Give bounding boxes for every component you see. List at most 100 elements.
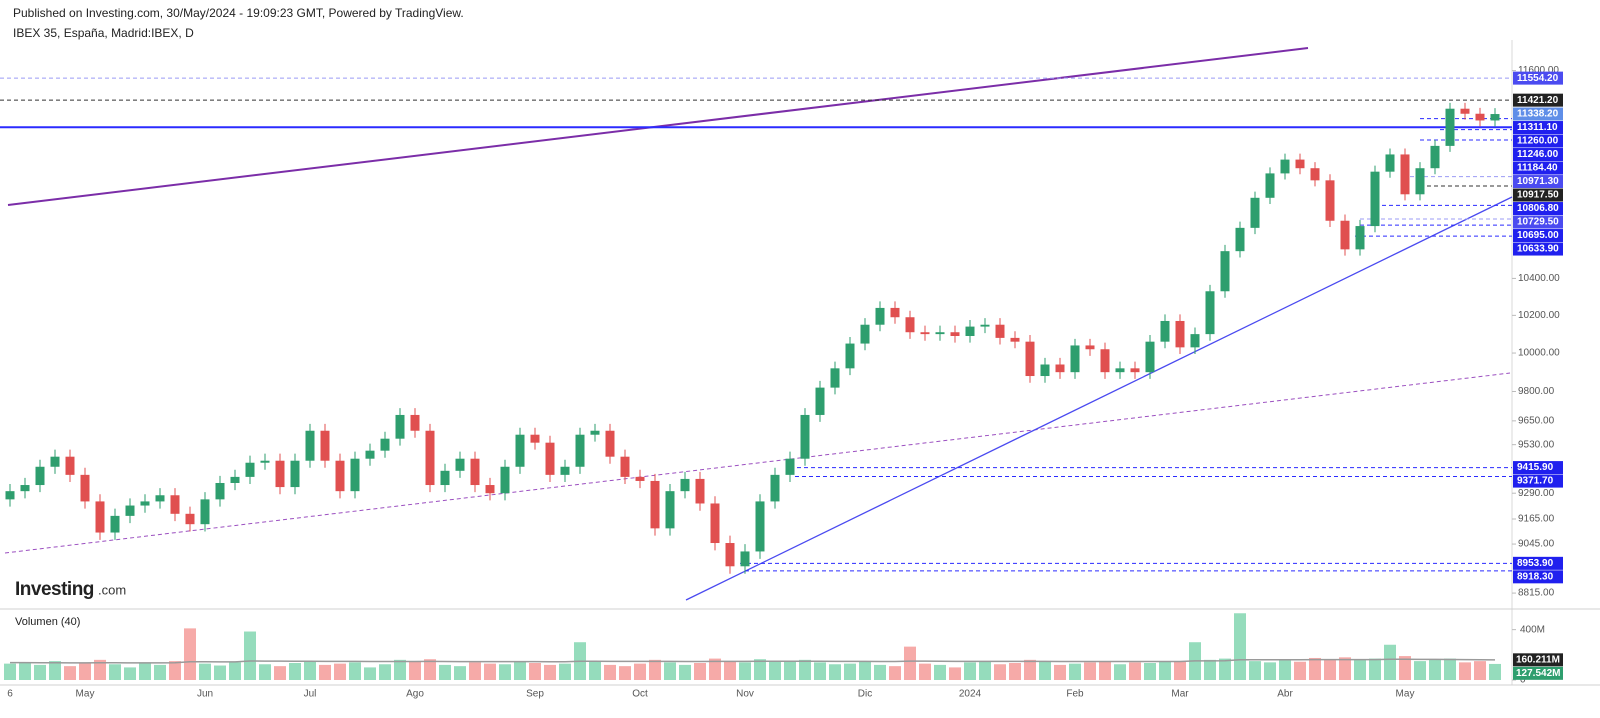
volume-label: 127.542M [1516,668,1560,679]
volume-bar [1279,659,1291,680]
candle-body [1370,171,1380,227]
volume-bar [799,659,811,680]
volume-bar [619,666,631,680]
price-label-box [1513,242,1563,256]
volume-bar [64,666,76,680]
volume-bar [214,665,226,680]
volume-bar [754,659,766,680]
candle-body [125,505,135,516]
volume-bar [1309,657,1321,680]
volume-bar [1264,662,1276,680]
candle-body [350,458,360,492]
x-tick-label: 2024 [959,689,982,700]
y-tick-label: 11600.00 [1518,65,1559,76]
candle-body [1115,368,1125,373]
volume-ma-label: 160.211M [1516,654,1560,665]
volume-bar [499,664,511,680]
volume-bar [154,664,166,680]
price-label: 11184.40 [1517,163,1558,174]
candle-body [1310,168,1320,181]
x-tick-label: Ago [406,689,424,700]
volume-bar [949,667,961,680]
candle-body [1205,291,1215,335]
volume-bar [544,664,556,680]
candle-body [1265,173,1275,198]
candle-body [995,324,1005,338]
volume-bar [784,661,796,680]
candle-body [1235,227,1245,252]
candle-body [1355,226,1365,250]
volume-tick-label: 400M [1520,624,1545,635]
price-label: 10695.00 [1517,230,1559,241]
volume-bar [994,664,1006,680]
candle-body [380,438,390,451]
price-label: 10633.90 [1517,244,1559,255]
volume-bar [859,661,871,680]
price-label-box [1513,175,1563,189]
volume-bar [1354,659,1366,680]
volume-bar [1369,658,1381,680]
symbol-title: IBEX 35, España, Madrid:IBEX, D [13,26,194,40]
volume-bar [1249,661,1261,680]
logo-suffix: .com [98,582,126,597]
volume-bar [664,662,676,680]
candle-body [845,343,855,369]
price-label: 8953.90 [1517,558,1554,569]
volume-bar [724,661,736,680]
candle-body [455,458,465,471]
price-label: 10971.30 [1517,176,1559,187]
candle-body [1025,341,1035,377]
x-tick-label: Oct [632,689,648,700]
candle-body [1280,159,1290,174]
candle-body [1400,154,1410,195]
y-tick-label: 10000.00 [1518,348,1560,359]
volume-bar [319,664,331,680]
candle-body [635,476,645,481]
candle-body [170,495,180,514]
volume-bar [739,662,751,680]
candle-body [1415,168,1425,195]
candle-body [80,474,90,502]
candle-body [695,478,705,504]
x-tick-label: 6 [7,689,13,700]
volume-bar [1414,661,1426,680]
candle-body [890,307,900,318]
price-label: 11260.00 [1517,136,1559,147]
price-label: 9371.70 [1517,476,1554,487]
trend-line [685,196,1513,601]
candle-body [770,474,780,502]
volume-bar [679,664,691,680]
price-label: 11311.10 [1517,122,1558,133]
volume-bar [229,662,241,680]
volume-bar [1114,664,1126,680]
candle-body [320,430,330,461]
candle-body [860,324,870,344]
candle-body [305,430,315,461]
volume-bar [409,661,421,680]
volume-bar [1339,657,1351,680]
volume-bar [919,663,931,680]
candle-body [140,501,150,506]
candle-body [1055,364,1065,373]
y-tick-label: 9650.00 [1518,415,1555,426]
volume-bar [814,662,826,680]
volume-bar [1099,661,1111,680]
candle-body [725,543,735,567]
candle-body [920,332,930,335]
candle-body [500,466,510,494]
price-label: 9415.90 [1517,462,1554,473]
candle-body [665,491,675,529]
volume-box [1513,666,1563,680]
volume-bar [559,663,571,680]
y-tick-label: 9530.00 [1518,439,1555,450]
volume-bar [1219,658,1231,680]
volume-bar [514,661,526,680]
candle-body [35,466,45,486]
candle-body [1190,334,1200,348]
volume-bar [1324,659,1336,680]
volume-title: Volumen (40) [15,616,80,628]
candle-body [530,434,540,443]
candle-body [275,460,285,488]
candle-body [1340,220,1350,250]
